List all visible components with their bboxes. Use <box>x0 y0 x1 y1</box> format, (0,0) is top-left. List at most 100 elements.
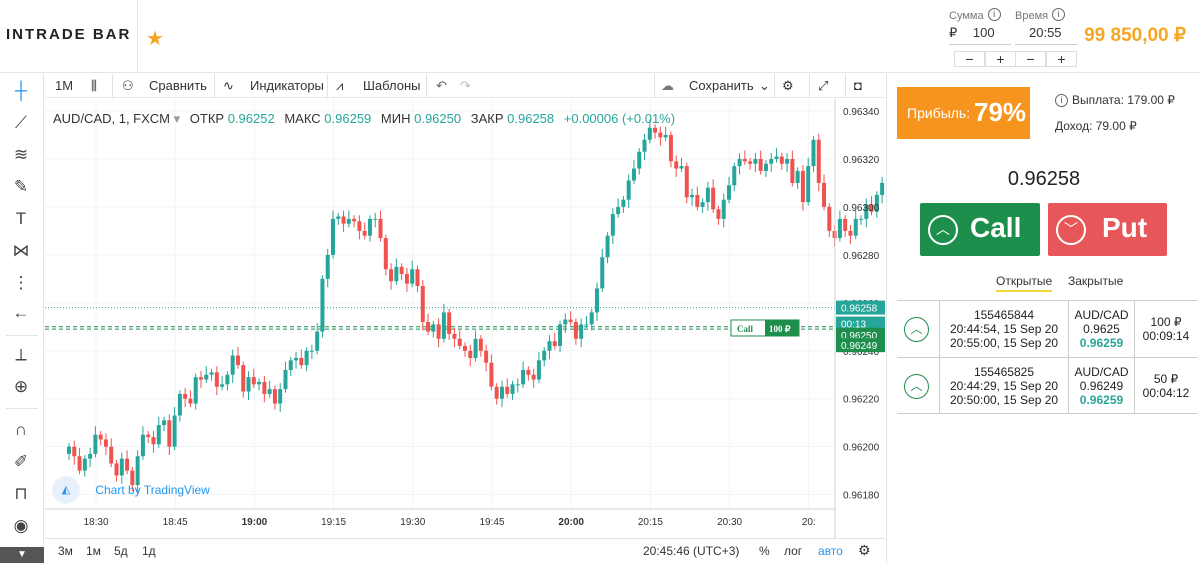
undo-icon[interactable]: ↶ <box>436 78 447 93</box>
templates-button[interactable]: Шаблоны <box>363 78 421 93</box>
price-tick-label: 0.96220 <box>843 395 880 406</box>
price-label: 0.96258 <box>841 304 878 315</box>
trendline-icon[interactable]: ⟋ <box>15 113 27 132</box>
candle-body <box>563 319 568 325</box>
time-stepper: − + <box>1015 51 1077 67</box>
candle-body <box>162 420 167 426</box>
price-tick-label: 0.96300 <box>843 203 880 214</box>
tab-open[interactable]: Открытые <box>996 274 1053 292</box>
tab-closed[interactable]: Закрытые <box>1068 274 1124 288</box>
put-button[interactable]: ﹀ Put <box>1048 203 1167 256</box>
camera-icon[interactable]: ◘ <box>854 78 862 93</box>
time-increase-button[interactable]: + <box>1046 51 1077 67</box>
trade-id: 155465844 <box>973 308 1035 322</box>
lock-drawings-icon[interactable]: ✐ <box>13 452 29 471</box>
percent-toggle[interactable]: % <box>759 544 770 558</box>
compare-icon[interactable]: ⚇ <box>122 78 134 93</box>
save-button[interactable]: Сохранить <box>689 78 754 93</box>
candle-body <box>156 425 161 445</box>
range-3m-button[interactable]: 3м <box>58 544 73 558</box>
favorite-star-icon[interactable]: ★ <box>146 28 164 50</box>
crosshair-icon[interactable]: ┼ <box>14 81 28 100</box>
indicators-icon[interactable]: ∿ <box>223 78 234 93</box>
gear-icon[interactable]: ⚙ <box>858 542 871 558</box>
symbol-name[interactable]: AUD/CAD, 1, FXCM <box>53 111 171 126</box>
time-input[interactable]: 20:55 <box>1015 25 1077 45</box>
amount-increase-button[interactable]: + <box>985 51 1016 67</box>
range-5d-button[interactable]: 5д <box>114 544 128 558</box>
candle-body <box>130 470 135 486</box>
tradingview-logo-icon[interactable]: ◭ <box>52 476 80 504</box>
templates-icon[interactable]: ⩘ <box>336 78 344 93</box>
fib-tool-icon[interactable]: ≋ <box>13 145 29 164</box>
price-chart[interactable]: 0.963400.963200.963000.962800.962600.962… <box>45 99 1017 539</box>
unlock-icon[interactable]: ⊓ <box>14 484 28 503</box>
brush-icon[interactable]: ✎ <box>13 177 29 196</box>
interval-button[interactable]: 1M <box>55 78 74 93</box>
candle-body <box>325 254 330 279</box>
close-label: ЗАКР <box>470 111 504 126</box>
candle-body <box>779 156 784 164</box>
amount-decrease-button[interactable]: − <box>954 51 985 67</box>
trade-info: 155465825 20:44:29, 15 Sep 20 20:50:00, … <box>939 358 1069 414</box>
account-balance: 99 850,00 ₽ <box>1084 25 1186 46</box>
candle-body <box>859 218 863 220</box>
candle-body <box>653 127 658 133</box>
info-icon[interactable]: i <box>1055 94 1068 108</box>
divider <box>214 74 215 98</box>
call-button[interactable]: ︿ Call <box>920 203 1040 256</box>
fullscreen-icon[interactable]: ⤢ <box>818 78 829 93</box>
eye-icon[interactable]: ◉ <box>13 516 29 535</box>
prediction-icon[interactable]: ⋮ <box>12 273 30 292</box>
pattern-icon[interactable]: ⋈ <box>12 241 30 260</box>
gear-icon[interactable]: ⚙ <box>782 78 794 93</box>
price-label: 00:13 <box>841 320 866 331</box>
indicators-button[interactable]: Индикаторы <box>250 78 324 93</box>
candle-body <box>843 218 848 231</box>
text-tool-icon[interactable]: T <box>15 209 27 228</box>
trade-remaining: 00:04:12 <box>1142 386 1190 400</box>
candle-body <box>251 377 256 385</box>
tradingview-branding[interactable]: ◭ Chart by TradingView <box>52 476 210 504</box>
chevron-down-icon[interactable]: ▼ <box>0 547 44 563</box>
ruler-icon[interactable]: ⟂ <box>15 345 27 364</box>
info-icon[interactable]: i <box>1052 8 1066 22</box>
candle-body <box>700 202 705 207</box>
time-decrease-button[interactable]: − <box>1015 51 1046 67</box>
candle-body <box>183 393 188 399</box>
candle-body <box>568 319 573 322</box>
zoom-in-icon[interactable]: ⊕ <box>13 377 29 396</box>
clock[interactable]: 20:45:46 (UTC+3) <box>643 544 740 558</box>
cloud-icon[interactable]: ☁ <box>661 78 674 93</box>
range-1d-button[interactable]: 1д <box>142 544 156 558</box>
chevron-down-icon[interactable]: ▾ <box>173 111 181 126</box>
currency-symbol: ₽ <box>949 25 958 40</box>
candle-body <box>420 286 425 322</box>
candle-body <box>352 218 357 222</box>
put-label: Put <box>1102 212 1148 243</box>
candle-body <box>695 194 700 207</box>
trade-row[interactable]: ︿ 155465825 20:44:29, 15 Sep 20 20:50:00… <box>897 357 1197 414</box>
log-toggle[interactable]: лог <box>784 544 803 558</box>
candle-body <box>204 374 209 380</box>
amount-input[interactable]: ₽ 100 <box>949 25 1011 45</box>
chevron-down-icon[interactable]: ⌄ <box>759 78 770 93</box>
candle-body <box>621 199 626 207</box>
info-icon[interactable]: i <box>987 8 1001 22</box>
candle-body <box>531 374 536 380</box>
logo: INTRADE BAR <box>6 26 132 43</box>
magnet-icon[interactable]: ∩ <box>14 420 28 439</box>
candles-icon[interactable]: ⫼ <box>91 78 97 93</box>
candlestick-chart[interactable]: 0.963400.963200.963000.962800.962600.962… <box>45 99 1017 539</box>
candle-body <box>811 139 816 167</box>
trade-row[interactable]: ︿ 155465844 20:44:54, 15 Sep 20 20:55:00… <box>897 300 1197 357</box>
price-tick-label: 0.96180 <box>843 491 880 502</box>
compare-button[interactable]: Сравнить <box>149 78 207 93</box>
back-arrow-icon[interactable]: ← <box>12 303 30 322</box>
position-marker-amount-bg <box>765 319 799 336</box>
branding-text[interactable]: Chart by TradingView <box>95 483 210 497</box>
chevron-down-icon: ﹀ <box>1056 215 1086 245</box>
range-1m-button[interactable]: 1м <box>86 544 101 558</box>
candle-body <box>605 235 610 258</box>
auto-toggle[interactable]: авто <box>818 544 843 558</box>
